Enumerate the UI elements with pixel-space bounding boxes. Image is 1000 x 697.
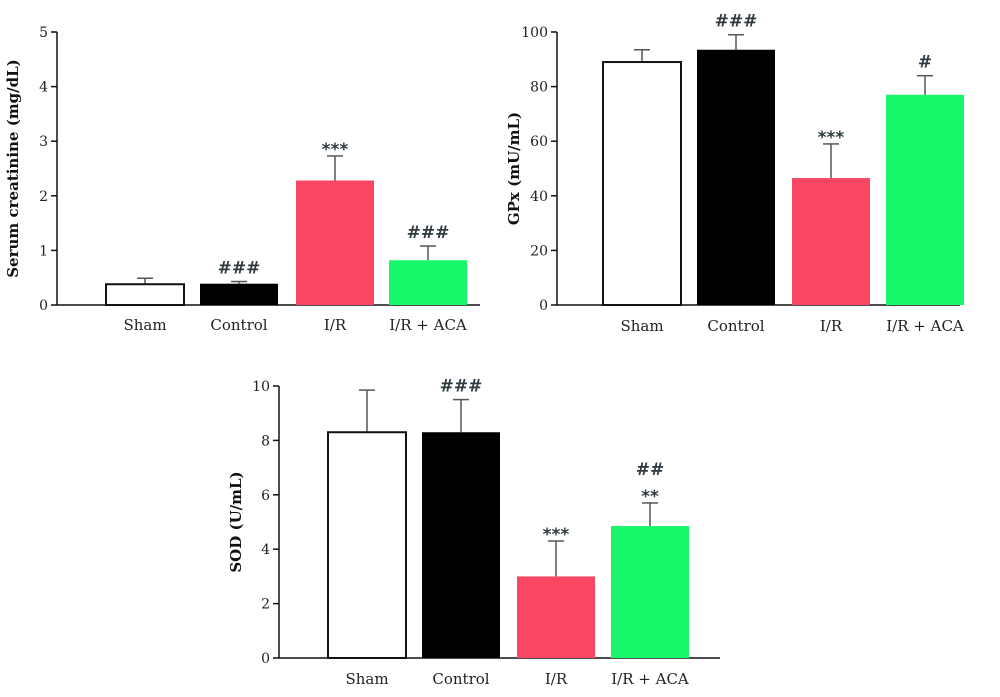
- bar-sham: [327, 431, 407, 659]
- y-tick-label: 0: [39, 298, 48, 314]
- significance-label: ***: [322, 140, 349, 160]
- x-category-label: Control: [432, 670, 489, 688]
- x-category-label: Sham: [123, 316, 166, 334]
- significance-label: ##: [636, 460, 665, 480]
- x-category-label: Sham: [345, 670, 388, 688]
- y-tick-label: 40: [530, 189, 548, 205]
- x-category-label: I/R + ACA: [611, 670, 689, 688]
- bar-i-r-aca: [886, 94, 964, 305]
- y-tick-label: 0: [261, 651, 270, 667]
- y-tick-label: 4: [261, 542, 270, 558]
- y-tick-label: 10: [252, 379, 270, 395]
- y-axis-title: SOD (U/mL): [227, 471, 245, 572]
- significance-label: ###: [440, 377, 483, 397]
- bar-i-r-aca: [611, 526, 689, 658]
- y-tick-label: 20: [530, 243, 548, 259]
- x-category-label: Control: [210, 316, 267, 334]
- significance-label: ***: [543, 525, 570, 545]
- significance-label: **: [641, 487, 659, 507]
- y-tick-label: 1: [39, 243, 48, 259]
- x-category-label: I/R + ACA: [886, 317, 964, 335]
- y-tick-label: 80: [530, 80, 548, 96]
- y-tick-label: 100: [521, 25, 548, 41]
- x-category-label: I/R: [545, 670, 568, 688]
- bar-control: [422, 432, 500, 658]
- bar-i-r: [792, 178, 870, 305]
- serum-creatinine-chart: Serum creatinine (mg/dL) 0 1 2 3 4 5 Sham ### Con…: [4, 25, 480, 334]
- y-tick-label: 60: [530, 134, 548, 150]
- significance-label: ***: [818, 128, 845, 148]
- x-category-label: Sham: [620, 317, 663, 335]
- y-tick-label: 8: [261, 433, 270, 449]
- y-axis-title: Serum creatinine (mg/dL): [4, 59, 22, 278]
- x-category-label: I/R: [324, 316, 347, 334]
- x-category-label: Control: [707, 317, 764, 335]
- bar-control: [697, 49, 775, 306]
- bar-control: [200, 283, 278, 305]
- y-tick-label: 3: [39, 134, 48, 150]
- x-category-label: I/R + ACA: [389, 316, 467, 334]
- bar-sham: [602, 61, 682, 306]
- x-category-label: I/R: [820, 317, 843, 335]
- bar-i-r-aca: [389, 260, 467, 305]
- bar-sham: [105, 283, 185, 307]
- y-tick-label: 4: [39, 80, 48, 96]
- y-tick-label: 5: [39, 25, 48, 41]
- bar-i-r: [296, 180, 374, 305]
- sod-chart: SOD (U/mL) 0 2 4 6 8 10 Sham ### Control *** I/R ## *…: [227, 377, 720, 688]
- y-axis-title: GPx (mU/mL): [505, 112, 523, 225]
- significance-label: ###: [407, 223, 450, 243]
- significance-label: ###: [218, 259, 261, 279]
- gpx-chart: GPx (mU/mL) 0 20 40 60 80 100 Sham ### Control ***…: [505, 12, 964, 335]
- bar-i-r: [517, 576, 595, 658]
- significance-label: #: [918, 53, 932, 73]
- y-tick-label: 6: [261, 488, 270, 504]
- y-tick-label: 2: [261, 597, 270, 613]
- y-tick-label: 0: [539, 298, 548, 314]
- significance-label: ###: [715, 12, 758, 32]
- y-tick-label: 2: [39, 189, 48, 205]
